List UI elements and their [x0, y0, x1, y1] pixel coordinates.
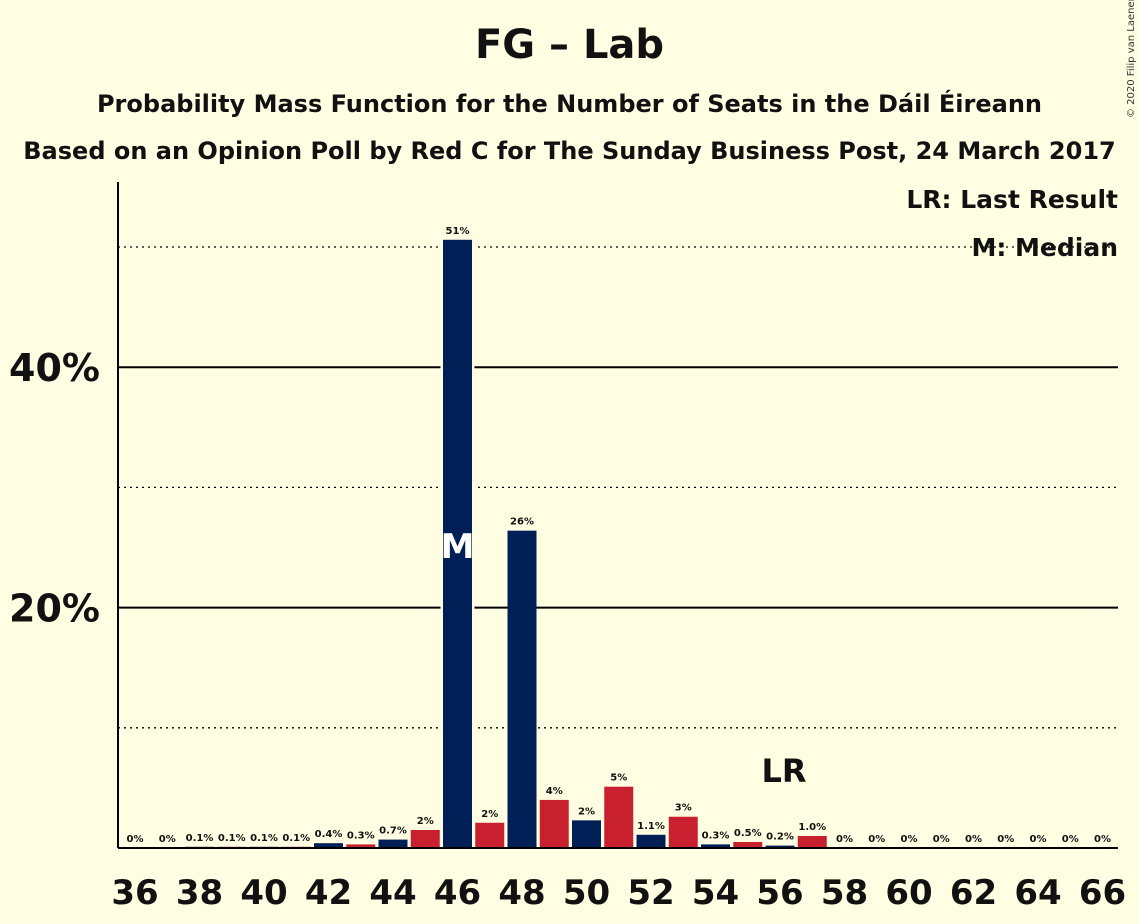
data-label: 0%: [868, 834, 885, 845]
data-label: 0%: [997, 834, 1014, 845]
data-label: 0.1%: [250, 833, 278, 844]
bar: [314, 843, 343, 848]
data-label: 0%: [1030, 834, 1047, 845]
data-label: 0%: [901, 834, 918, 845]
x-tick-label: 48: [498, 873, 545, 913]
bar: [507, 530, 537, 848]
data-label: 3%: [675, 803, 692, 814]
data-label: 1.0%: [798, 822, 826, 833]
bar: [572, 820, 601, 848]
x-tick-label: 38: [176, 873, 223, 913]
x-tick-label: 58: [821, 873, 868, 913]
data-label: 2%: [481, 809, 498, 820]
data-label: 26%: [510, 517, 534, 528]
bar: [539, 799, 569, 848]
chart-subtitle: Probability Mass Function for the Number…: [96, 90, 1043, 118]
x-tick-label: 54: [692, 873, 739, 913]
bar: [668, 816, 698, 848]
data-label: 4%: [546, 786, 563, 797]
data-label: 0%: [127, 834, 144, 845]
x-tick-label: 64: [1014, 873, 1061, 913]
chart-source: Based on an Opinion Poll by Red C for Th…: [23, 137, 1116, 165]
x-tick-label: 36: [111, 873, 158, 913]
data-label: 2%: [578, 806, 595, 817]
x-tick-label: 60: [885, 873, 932, 913]
data-label: 0.1%: [282, 833, 310, 844]
y-tick-label: 40%: [9, 346, 100, 390]
data-label: 0.1%: [218, 833, 246, 844]
legend-last-result: LR: Last Result: [906, 185, 1118, 214]
x-tick-label: 42: [305, 873, 352, 913]
data-label: 0%: [1062, 834, 1079, 845]
x-tick-label: 40: [240, 873, 287, 913]
data-label: 0.1%: [186, 833, 214, 844]
data-label: 0%: [836, 834, 853, 845]
data-label: 51%: [446, 226, 470, 237]
data-label: 0.7%: [379, 826, 407, 837]
data-label: 0.2%: [766, 832, 794, 843]
bar: [475, 822, 505, 848]
x-tick-label: 44: [369, 873, 416, 913]
data-label: 5%: [610, 773, 627, 784]
x-tick-label: 56: [756, 873, 803, 913]
x-tick-label: 52: [627, 873, 674, 913]
bar: [410, 829, 440, 848]
legend-median: M: Median: [971, 233, 1118, 262]
bar: [378, 839, 408, 848]
bar: [346, 844, 376, 848]
x-tick-label: 46: [434, 873, 481, 913]
data-label: 0.3%: [347, 830, 375, 841]
bar: [733, 841, 763, 848]
data-label: 0%: [159, 834, 176, 845]
bar: [604, 786, 634, 848]
data-label: 0.5%: [734, 828, 762, 839]
data-label: 0%: [965, 834, 982, 845]
data-label: 0%: [1094, 834, 1111, 845]
data-label: 2%: [417, 816, 434, 827]
chart-title: FG – Lab: [474, 22, 665, 68]
x-tick-label: 62: [950, 873, 997, 913]
bar: [765, 845, 795, 848]
x-tick-label: 66: [1079, 873, 1126, 913]
y-tick-label: 20%: [9, 587, 100, 631]
bar: [636, 834, 666, 848]
last-result-marker: LR: [761, 752, 806, 790]
data-label: 1.1%: [637, 821, 665, 832]
bar: [701, 844, 730, 848]
median-marker: M: [441, 527, 475, 567]
data-label: 0%: [933, 834, 950, 845]
data-label: 0.4%: [315, 829, 343, 840]
x-tick-label: 50: [563, 873, 610, 913]
data-label: 0.3%: [702, 830, 730, 841]
bar: [797, 835, 827, 848]
